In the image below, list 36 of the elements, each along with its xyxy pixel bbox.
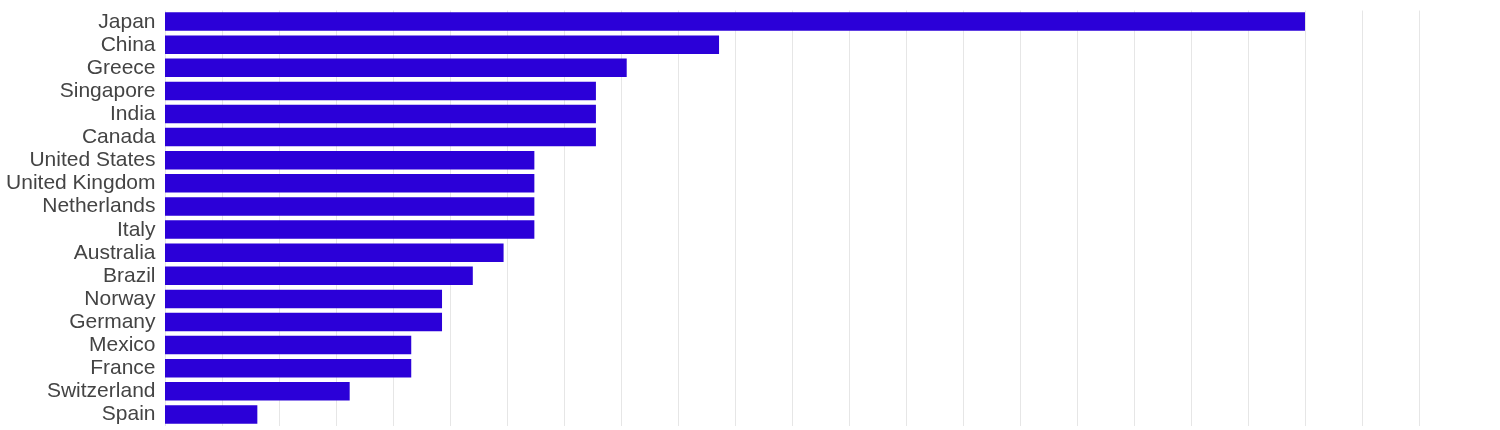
y-tick-label: Italy xyxy=(116,216,156,240)
bar xyxy=(165,266,473,286)
y-tick-label: Singapore xyxy=(59,77,156,101)
bar xyxy=(165,35,720,54)
y-tick-label: Greece xyxy=(86,54,156,78)
y-tick-label: Canada xyxy=(81,124,156,148)
bar xyxy=(165,58,627,78)
y-tick-label: China xyxy=(100,31,156,55)
bar xyxy=(165,382,350,401)
y-tick-label: Norway xyxy=(84,285,156,309)
y-tick-label: Mexico xyxy=(88,332,156,356)
bar xyxy=(165,289,443,309)
y-tick-label: Spain xyxy=(101,401,156,425)
y-tick-label: United States xyxy=(29,147,156,171)
bar xyxy=(165,150,535,170)
bar xyxy=(165,335,412,355)
y-tick-label: Switzerland xyxy=(46,378,156,402)
y-tick-label: India xyxy=(109,101,156,124)
y-tick-label: United Kingdom xyxy=(6,170,156,194)
y-tick-label: Netherlands xyxy=(42,193,156,217)
bar xyxy=(165,104,596,124)
bar xyxy=(165,358,412,378)
bar xyxy=(165,312,443,332)
bar xyxy=(165,174,535,193)
y-tick-label: France xyxy=(90,355,156,379)
y-tick-label: Japan xyxy=(98,8,156,32)
y-tick-label: Australia xyxy=(73,239,156,263)
y-tick-label: Germany xyxy=(69,309,156,332)
y-tick-label: Brazil xyxy=(102,262,156,286)
bar xyxy=(165,243,504,262)
bar xyxy=(165,197,535,216)
bar xyxy=(165,220,535,239)
bar xyxy=(165,81,596,101)
bar xyxy=(165,12,1306,31)
bar xyxy=(165,405,258,424)
bar xyxy=(165,127,596,147)
